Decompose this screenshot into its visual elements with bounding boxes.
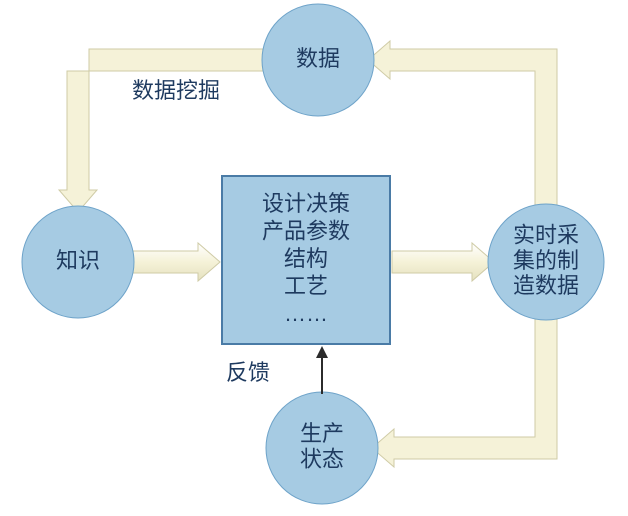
arrow-center-to-realtime <box>392 243 494 281</box>
arrow-realtime-to-status <box>372 312 557 467</box>
node-center-label-line-2: 结构 <box>284 246 328 271</box>
node-center-label-line-4: …… <box>284 301 328 326</box>
flow-diagram: 数据知识实时采集的制造数据生产状态设计决策产品参数结构工艺……数据挖掘反馈 <box>0 0 628 516</box>
node-center: 设计决策产品参数结构工艺 …… <box>222 176 390 344</box>
edge-label-feedback: 反馈 <box>226 360 270 385</box>
node-realtime: 实时采集的制造数据 <box>488 204 604 320</box>
node-status-label-line-0: 生产 <box>300 421 344 446</box>
node-realtime-label-line-0: 实时采 <box>513 223 579 248</box>
nodes-layer: 数据知识实时采集的制造数据生产状态设计决策产品参数结构工艺…… <box>22 4 604 504</box>
node-realtime-label-line-2: 造数据 <box>513 273 579 298</box>
arrow-status-to-center <box>316 346 328 394</box>
node-status: 生产状态 <box>266 392 378 504</box>
node-center-label-line-1: 产品参数 <box>262 218 350 243</box>
node-status-label-line-1: 状态 <box>300 446 344 471</box>
node-realtime-label-line-1: 集的制 <box>513 248 579 273</box>
arrow-knowledge-to-center <box>128 243 220 281</box>
node-center-label-line-0: 设计决策 <box>262 191 350 216</box>
node-data-label: 数据 <box>296 46 340 71</box>
edge-label-data-mining: 数据挖掘 <box>132 78 220 103</box>
arrow-realtime-to-data <box>368 41 557 212</box>
node-center-label-line-3: 工艺 <box>284 273 328 298</box>
node-knowledge: 知识 <box>22 206 134 318</box>
node-data: 数据 <box>262 4 374 116</box>
node-knowledge-label: 知识 <box>56 248 100 273</box>
